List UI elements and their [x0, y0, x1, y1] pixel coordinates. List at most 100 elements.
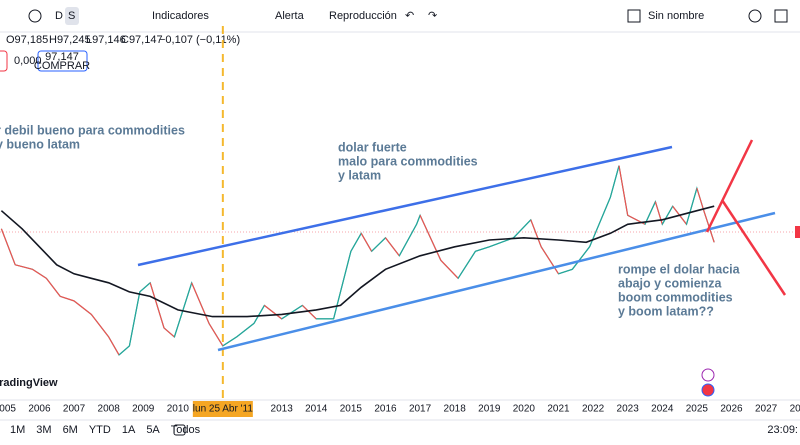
x-tick-label: 2028 — [790, 404, 800, 415]
toolbar-bg — [0, 0, 800, 32]
period-button[interactable]: 1M — [10, 424, 25, 436]
add-symbol[interactable] — [28, 9, 42, 23]
price-segment — [253, 305, 265, 324]
price-tag — [795, 226, 800, 238]
x-tick-label: 2005 — [0, 404, 16, 415]
annotation: r debil bueno para commodities — [0, 123, 185, 137]
price-segment — [139, 282, 151, 293]
replay[interactable]: Reproducción — [329, 10, 397, 22]
x-tick-label: 2018 — [444, 404, 467, 415]
price-segment — [0, 228, 16, 266]
price-segment — [73, 300, 92, 315]
x-tick-label: 2013 — [271, 404, 294, 415]
price-segment — [513, 219, 532, 239]
interval-s[interactable]: S — [68, 10, 75, 22]
price-segment — [440, 259, 459, 279]
price-segment — [398, 223, 418, 257]
price-segment — [457, 250, 476, 279]
x-tick-label: 2017 — [409, 404, 432, 415]
price-segment — [661, 205, 674, 225]
legend-low: L97,146 — [86, 34, 126, 46]
price-segment — [108, 336, 120, 356]
price-segment — [589, 196, 611, 248]
price-segment — [191, 282, 210, 324]
indicators[interactable]: Indicadores — [152, 10, 209, 22]
undo[interactable]: ↶ — [405, 10, 414, 22]
x-tick-label: 2025 — [686, 404, 709, 415]
clock: 23:09: — [767, 424, 798, 436]
sell-button[interactable] — [0, 50, 8, 72]
price-segment — [558, 268, 573, 275]
price-segment — [118, 345, 130, 356]
buy-label: COMPRAR — [34, 60, 90, 72]
x-tick-label: 2007 — [63, 404, 86, 415]
annotation: y latam — [338, 168, 381, 182]
moving-average — [0, 205, 715, 318]
legend-high: H97,245 — [49, 34, 91, 46]
interval-d[interactable]: D — [55, 10, 63, 22]
price-segment — [416, 215, 421, 225]
buy-button[interactable] — [37, 50, 88, 72]
x-tick-label: 2008 — [98, 404, 121, 415]
annotation: boom commodities — [618, 290, 733, 304]
price-segment — [263, 304, 283, 320]
trend-line — [720, 199, 787, 296]
alert[interactable]: Alerta — [275, 10, 305, 22]
price-line — [0, 165, 715, 356]
date-range-icon[interactable] — [173, 424, 186, 436]
layout-name[interactable]: Sin nombre — [648, 10, 704, 22]
interval-s-bg — [65, 7, 79, 25]
price-segment — [208, 323, 224, 347]
price-segment — [609, 165, 620, 198]
period-button[interactable]: 6M — [63, 424, 78, 436]
legend-open: O97,185 — [6, 34, 48, 46]
time-axis: 2005 2006 2007 2008 2009 2010 2013 2014 2015 2016… — [0, 401, 800, 417]
x-tick-label: 2027 — [755, 404, 778, 415]
price-segment — [281, 304, 303, 320]
price-segment — [696, 188, 705, 211]
redo[interactable]: ↷ — [428, 10, 437, 22]
period-button[interactable]: YTD — [89, 424, 111, 436]
price-segment — [371, 237, 386, 252]
x-tick-label: 2010 — [167, 404, 190, 415]
price-segment — [236, 322, 255, 338]
annotation: rompe el dolar hacia — [618, 262, 741, 276]
price-segment — [360, 232, 373, 252]
buy-price: 97,147 — [45, 51, 79, 63]
settings[interactable] — [748, 9, 762, 23]
layout-icon — [627, 9, 641, 23]
annotation: dolar fuerte — [338, 140, 407, 154]
period-button[interactable]: 1A — [122, 424, 136, 436]
annotation: y bueno latam — [0, 137, 80, 151]
trend-line — [705, 139, 754, 233]
period-button[interactable]: Todos — [171, 424, 201, 436]
price-segment — [475, 246, 490, 252]
legend-close: C97,147 — [121, 34, 163, 46]
annotation: malo para commodities — [338, 154, 478, 168]
flag-icon — [701, 383, 715, 397]
trend-line — [137, 145, 673, 267]
price-segment — [419, 215, 442, 261]
price-segment — [302, 304, 317, 320]
period-button[interactable]: 5A — [146, 424, 160, 436]
price-segment — [222, 336, 238, 347]
spread: 0,000 — [14, 55, 42, 67]
price-segment — [685, 188, 698, 225]
price-segment — [618, 165, 629, 216]
price-segment — [644, 201, 656, 225]
price-segment — [128, 291, 141, 347]
x-tick-label: 2019 — [478, 404, 501, 415]
price-segment — [530, 219, 542, 248]
x-tick-label: 2022 — [582, 404, 605, 415]
x-tick-label: 2009 — [132, 404, 155, 415]
x-tick-label: 2020 — [513, 404, 536, 415]
period-button[interactable]: 3M — [36, 424, 51, 436]
price-segment — [540, 246, 559, 275]
fullscreen[interactable] — [774, 9, 788, 23]
time-axis-bg — [0, 400, 800, 420]
price-segment — [173, 282, 193, 338]
price-segment — [571, 246, 591, 270]
x-tick-label: 2024 — [651, 404, 674, 415]
